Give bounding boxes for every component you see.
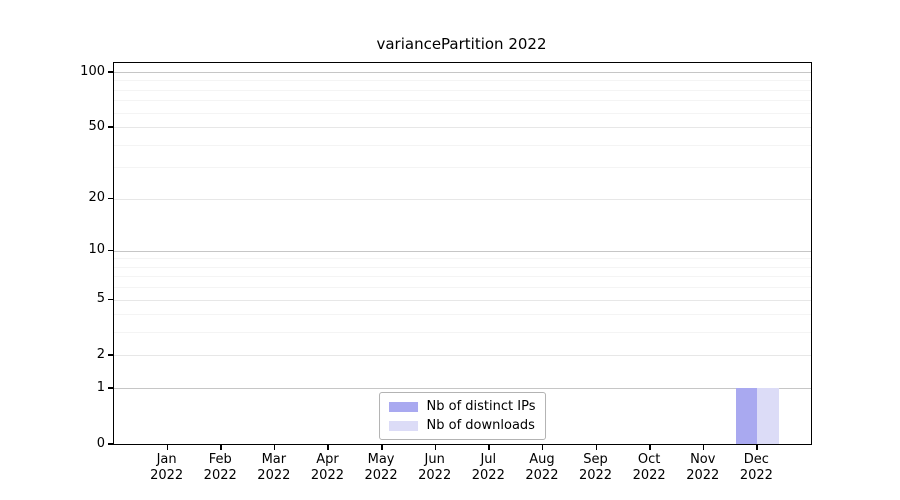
y-tick-label-1: 1 bbox=[96, 379, 105, 395]
y-tick-50 bbox=[108, 126, 113, 128]
gridline-y-70 bbox=[114, 100, 811, 102]
x-tick-oct bbox=[649, 445, 651, 450]
gridline-y-80 bbox=[114, 89, 811, 91]
gridline-y-8 bbox=[114, 266, 811, 268]
gridline-y-7 bbox=[114, 276, 811, 278]
y-tick-label-5: 5 bbox=[96, 291, 105, 307]
bar-nb-of-distinct-ips-dec bbox=[735, 388, 758, 444]
x-tick-label-nov: Nov 2022 bbox=[686, 452, 720, 483]
x-tick-sep bbox=[595, 445, 598, 450]
x-tick-label-mar: Mar 2022 bbox=[257, 452, 291, 483]
gridline-y-5 bbox=[114, 299, 811, 301]
chart-title: variancePartition 2022 bbox=[376, 35, 547, 53]
x-tick-label-jun: Jun 2022 bbox=[418, 452, 452, 483]
gridline-y-50 bbox=[114, 127, 811, 129]
x-tick-jan bbox=[166, 445, 169, 450]
x-tick-mar bbox=[273, 445, 276, 450]
x-tick-label-dec: Dec 2022 bbox=[739, 452, 773, 483]
legend-item-downloads: Nb of downloads bbox=[388, 418, 536, 433]
y-tick-label-100: 100 bbox=[80, 63, 105, 79]
y-tick-0 bbox=[108, 443, 113, 445]
gridline-y-10 bbox=[114, 250, 811, 252]
y-tick-20 bbox=[108, 197, 113, 200]
y-tick-label-50: 50 bbox=[88, 118, 105, 134]
gridline-y-2 bbox=[114, 355, 811, 357]
x-tick-dec bbox=[756, 445, 758, 450]
x-tick-aug bbox=[541, 445, 544, 450]
legend-label-downloads: Nb of downloads bbox=[426, 418, 535, 433]
gridline-y-4 bbox=[114, 314, 811, 316]
gridline-y-1 bbox=[114, 388, 811, 390]
gridline-y-60 bbox=[114, 112, 811, 114]
x-tick-label-feb: Feb 2022 bbox=[203, 452, 237, 483]
x-tick-may bbox=[381, 445, 383, 450]
gridline-y-6 bbox=[114, 287, 811, 289]
plot-area: Nb of distinct IPs Nb of downloads bbox=[113, 62, 812, 445]
gridline-y-90 bbox=[114, 80, 811, 82]
y-tick-2 bbox=[108, 354, 113, 356]
x-tick-nov bbox=[702, 445, 705, 450]
y-tick-1 bbox=[108, 387, 113, 389]
legend: Nb of distinct IPs Nb of downloads bbox=[378, 392, 547, 440]
gridline-y-40 bbox=[114, 144, 811, 146]
x-tick-label-jul: Jul 2022 bbox=[471, 452, 505, 483]
y-tick-label-2: 2 bbox=[96, 346, 105, 362]
gridline-y-3 bbox=[114, 332, 811, 334]
x-tick-label-apr: Apr 2022 bbox=[310, 452, 344, 483]
legend-label-distinct-ips: Nb of distinct IPs bbox=[426, 399, 536, 414]
bar-nb-of-downloads-dec bbox=[757, 388, 780, 444]
gridline-y-100 bbox=[114, 72, 811, 74]
x-tick-jul bbox=[488, 445, 490, 450]
x-tick-label-sep: Sep 2022 bbox=[578, 452, 613, 483]
x-tick-jun bbox=[434, 445, 437, 450]
legend-item-distinct-ips: Nb of distinct IPs bbox=[388, 399, 536, 414]
y-tick-5 bbox=[108, 298, 113, 301]
y-tick-100 bbox=[108, 71, 113, 73]
gridline-y-30 bbox=[114, 167, 811, 169]
legend-swatch-downloads-icon bbox=[388, 420, 418, 431]
y-tick-10 bbox=[108, 249, 113, 252]
gridline-y-20 bbox=[114, 198, 811, 200]
y-tick-label-10: 10 bbox=[88, 242, 105, 258]
legend-swatch-distinct-ips-icon bbox=[388, 401, 418, 412]
x-tick-label-oct: Oct 2022 bbox=[632, 452, 666, 483]
y-tick-label-0: 0 bbox=[96, 435, 105, 451]
x-tick-label-may: May 2022 bbox=[364, 452, 398, 483]
x-tick-feb bbox=[220, 445, 222, 450]
x-tick-label-aug: Aug 2022 bbox=[525, 452, 559, 483]
y-tick-label-20: 20 bbox=[88, 190, 105, 206]
gridline-y-9 bbox=[114, 258, 811, 260]
x-tick-apr bbox=[327, 445, 329, 450]
x-tick-label-jan: Jan 2022 bbox=[150, 452, 184, 483]
